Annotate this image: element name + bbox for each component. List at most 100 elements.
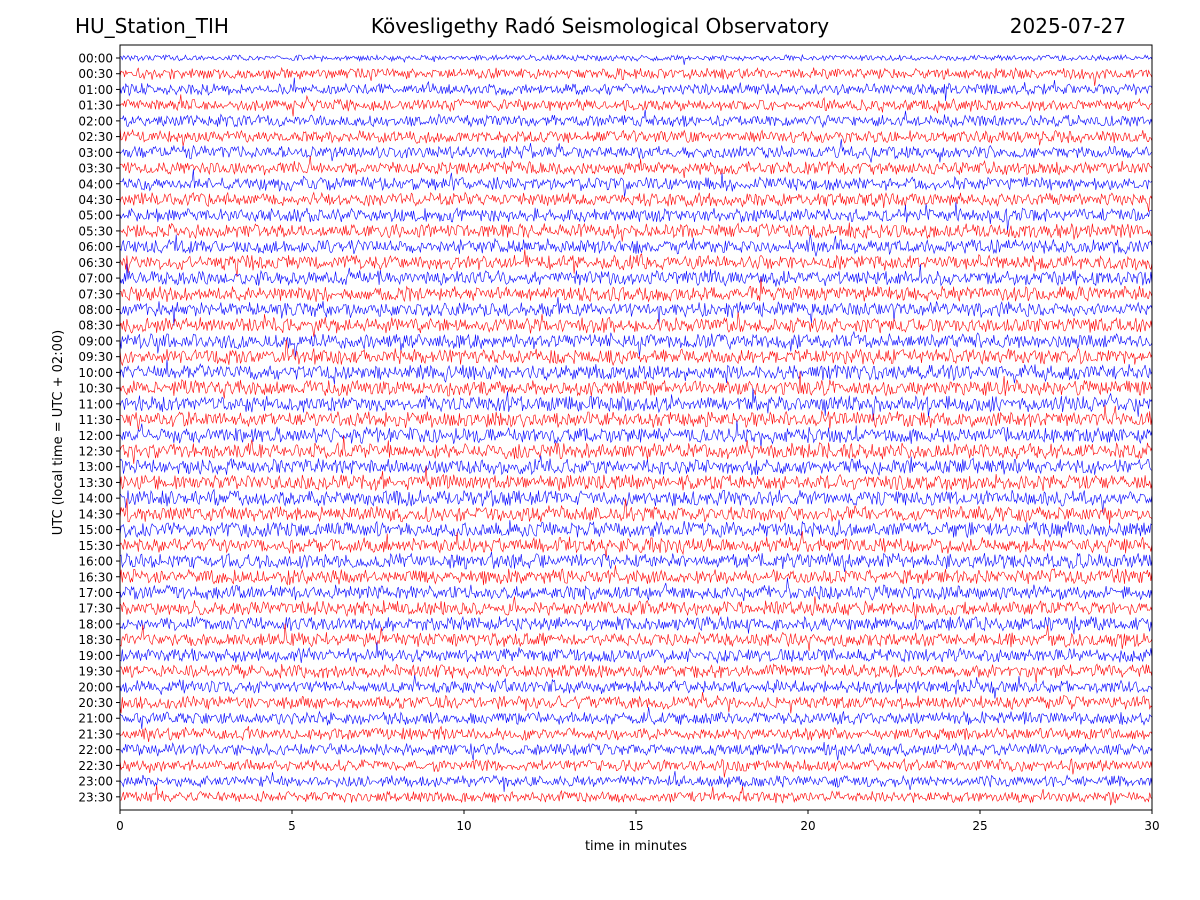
trace-0730	[119, 277, 1153, 303]
trace-0800	[119, 297, 1153, 326]
trace-0430	[119, 191, 1153, 212]
trace-0330	[119, 155, 1153, 179]
y-tick-label: 18:30	[78, 633, 113, 647]
trace-0100	[119, 77, 1153, 102]
trace-2230	[119, 758, 1153, 778]
y-tick-label: 03:00	[78, 146, 113, 160]
y-tick-label: 14:30	[78, 507, 113, 521]
trace-2100	[119, 707, 1153, 730]
trace-0500	[119, 202, 1153, 232]
trace-2330	[119, 785, 1153, 806]
y-tick-label: 21:00	[78, 712, 113, 726]
x-tick-label: 20	[800, 819, 815, 833]
y-tick-label: 20:30	[78, 696, 113, 710]
y-tick-label: 08:30	[78, 319, 113, 333]
trace-2030	[119, 691, 1153, 714]
trace-1730	[119, 596, 1153, 620]
station-label: HU_Station_TIH	[75, 14, 229, 38]
trace-1700	[119, 577, 1153, 602]
trace-0230	[119, 125, 1153, 147]
trace-1030	[119, 371, 1153, 399]
trace-0130	[119, 94, 1153, 117]
trace-1400	[119, 488, 1153, 513]
y-tick-label: 15:00	[78, 523, 113, 537]
y-tick-label: 04:30	[78, 193, 113, 207]
trace-0400	[119, 169, 1153, 197]
y-tick-label: 12:30	[78, 445, 113, 459]
trace-layer	[119, 53, 1153, 806]
trace-1300	[119, 455, 1153, 476]
x-tick-label: 25	[972, 819, 987, 833]
trace-0830	[119, 312, 1153, 337]
y-tick-label: 17:30	[78, 602, 113, 616]
y-tick-label: 00:00	[78, 52, 113, 66]
trace-1930	[119, 663, 1153, 683]
y-tick-label: 11:30	[78, 413, 113, 427]
y-tick-label: 12:00	[78, 429, 113, 443]
y-tick-label: 18:00	[78, 617, 113, 631]
y-tick-label: 23:00	[78, 775, 113, 789]
trace-1800	[119, 615, 1153, 635]
y-tick-label: 16:00	[78, 555, 113, 569]
y-tick-label: 11:00	[78, 397, 113, 411]
x-axis-label: time in minutes	[585, 839, 687, 854]
trace-1600	[119, 551, 1153, 572]
y-tick-label: 05:30	[78, 224, 113, 238]
trace-0600	[119, 234, 1153, 257]
y-tick-label: 21:30	[78, 727, 113, 741]
y-tick-label: 02:00	[78, 114, 113, 128]
trace-1330	[119, 466, 1153, 492]
y-tick-label: 09:30	[78, 350, 113, 364]
y-tick-label: 14:00	[78, 492, 113, 506]
trace-0030	[119, 66, 1153, 86]
y-tick-label: 02:30	[78, 130, 113, 144]
y-tick-label: 07:00	[78, 272, 113, 286]
y-tick-label: 19:30	[78, 665, 113, 679]
y-tick-label: 01:00	[78, 83, 113, 97]
trace-1430	[119, 498, 1153, 525]
x-tick-label: 10	[456, 819, 471, 833]
y-tick-label: 04:00	[78, 177, 113, 191]
trace-2300	[119, 771, 1153, 792]
y-tick-label: 22:00	[78, 743, 113, 757]
y-tick-label: 10:30	[78, 382, 113, 396]
trace-0300	[119, 139, 1153, 163]
trace-1830	[119, 623, 1153, 651]
y-tick-label: 13:30	[78, 476, 113, 490]
y-tick-label: 20:00	[78, 680, 113, 694]
y-tick-label: 10:00	[78, 366, 113, 380]
x-tick-label: 5	[288, 819, 296, 833]
trace-1130	[119, 404, 1153, 431]
date-label: 2025-07-27	[1009, 14, 1126, 38]
y-tick-label: 13:00	[78, 460, 113, 474]
trace-1630	[119, 565, 1153, 586]
trace-0930	[119, 339, 1153, 367]
x-tick-label: 15	[628, 819, 643, 833]
x-axis: 0 5 10 15 20 25 30	[116, 810, 1160, 833]
y-tick-label: 22:30	[78, 759, 113, 773]
trace-1000	[119, 359, 1153, 385]
y-tick-label: 15:30	[78, 539, 113, 553]
y-tick-label: 00:30	[78, 67, 113, 81]
y-tick-label: 03:30	[78, 162, 113, 176]
trace-1230	[119, 435, 1153, 464]
trace-0900	[119, 330, 1153, 357]
y-axis-label: UTC (local time = UTC + 02:00)	[51, 330, 66, 535]
trace-1530	[119, 531, 1153, 558]
trace-0630	[119, 249, 1153, 278]
trace-0200	[119, 109, 1153, 129]
chart-title: Kövesligethy Radó Seismological Observat…	[370, 14, 830, 38]
trace-0700	[119, 263, 1153, 287]
y-tick-label: 16:30	[78, 570, 113, 584]
trace-2200	[119, 741, 1153, 761]
x-tick-label: 30	[1144, 819, 1159, 833]
trace-1500	[119, 519, 1153, 539]
y-tick-label: 06:30	[78, 256, 113, 270]
x-tick-label: 0	[116, 819, 124, 833]
y-tick-label: 17:00	[78, 586, 113, 600]
trace-0530	[119, 222, 1153, 242]
y-tick-label: 07:30	[78, 287, 113, 301]
trace-1900	[119, 641, 1153, 664]
